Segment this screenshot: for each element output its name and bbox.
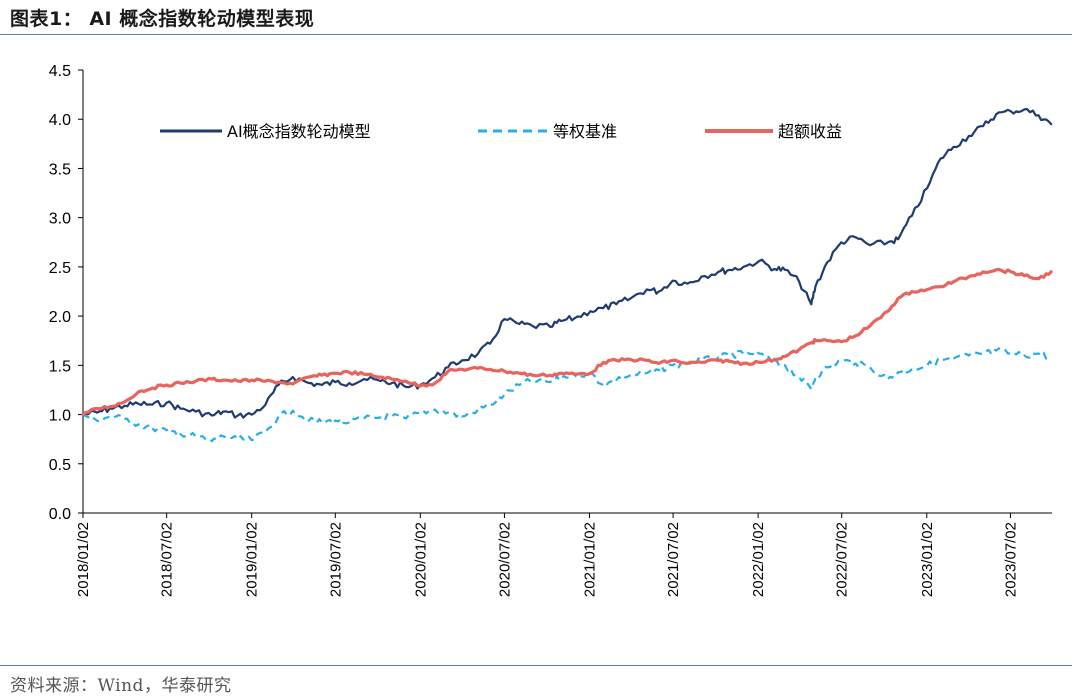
series-layer	[81, 108, 1053, 443]
x-tick-label: 2019/07/02	[327, 522, 344, 597]
x-tick-label: 2022/01/02	[750, 522, 767, 597]
series-line-1	[81, 108, 1053, 419]
x-tick-label: 2023/07/02	[1002, 522, 1019, 597]
x-tick-label: 2020/01/02	[412, 522, 429, 597]
y-tick-label: 4.0	[49, 112, 71, 129]
y-tick-label: 2.0	[49, 309, 71, 326]
x-tick-label: 2020/07/02	[496, 522, 513, 597]
line-chart: 0.0 0.5 1.0 1.5 2.0 2.5 3.0 3.5 4.0 4.5 2018/01/0…	[49, 63, 1053, 597]
y-tick-label: 0.0	[49, 506, 71, 523]
source-note: 资料来源：Wind，华泰研究	[10, 676, 232, 696]
y-tick-label: 1.5	[49, 358, 71, 375]
x-tick-label: 2022/07/02	[834, 522, 851, 597]
y-tick-label: 0.5	[49, 457, 71, 474]
y-tick-label: 2.5	[49, 260, 71, 277]
legend-label-2: 等权基准	[553, 122, 617, 141]
footer-divider	[0, 665, 1072, 666]
y-tick-label: 3.0	[49, 211, 71, 228]
legend-label-3: 超额收益	[778, 122, 842, 141]
y-tick-label: 1.0	[49, 408, 71, 425]
x-tick-label: 2023/01/02	[919, 522, 936, 597]
y-tick-label: 3.5	[49, 161, 71, 178]
series-line-2	[82, 347, 1052, 443]
legend: AI概念指数轮动模型 等权基准 超额收益	[160, 122, 842, 141]
x-tick-label: 2021/07/02	[665, 522, 682, 597]
x-tick-label: 2021/01/02	[581, 522, 598, 597]
page-title: 图表1： AI 概念指数轮动模型表现	[10, 8, 315, 30]
x-tick-label: 2018/07/02	[159, 522, 176, 597]
title-divider	[0, 34, 1072, 35]
series-line-3	[81, 267, 1053, 417]
x-tick-label: 2018/01/02	[75, 522, 92, 597]
y-axis: 0.0 0.5 1.0 1.5 2.0 2.5 3.0 3.5 4.0 4.5	[49, 63, 84, 523]
x-axis: 2018/01/02 2018/07/02 2019/01/02 2019/07/02…	[75, 512, 1052, 597]
x-tick-label: 2019/01/02	[244, 522, 261, 597]
legend-label-1: AI概念指数轮动模型	[227, 122, 371, 141]
y-tick-label: 4.5	[49, 63, 71, 80]
